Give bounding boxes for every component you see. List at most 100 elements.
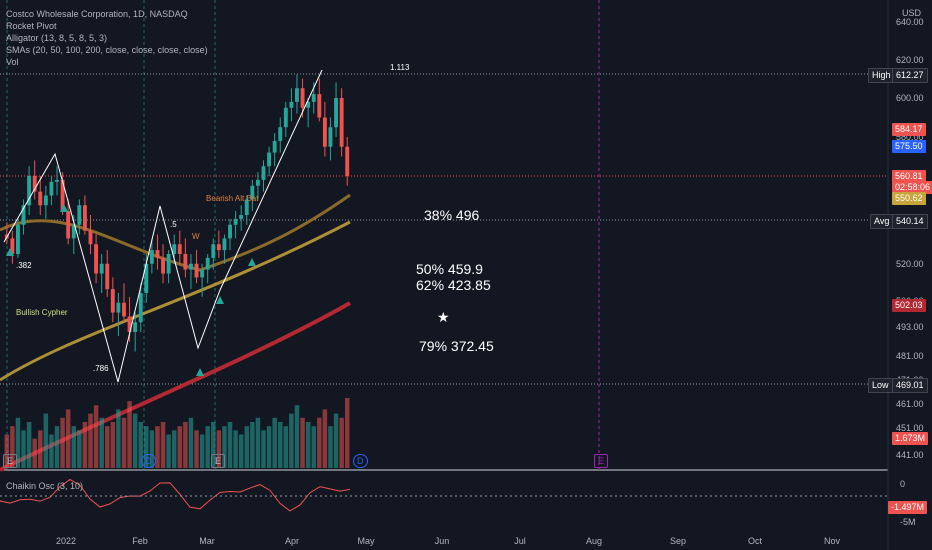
candle-body [60,179,65,212]
fib-50-label: 50% 459.9 [416,261,483,277]
volume-bar [272,417,277,468]
legend-alligator[interactable]: Alligator (13, 8, 5, 8, 5, 3) [6,33,108,43]
volume-bar [344,398,350,468]
volume-bar [183,421,188,468]
y-tick-label: 580.00 [896,132,924,142]
candle-body [255,179,260,186]
volume-bar [311,426,316,468]
volume-bar [250,421,255,468]
buy-signal-triangle [196,368,204,376]
sma-red-tag: 584.17 [892,123,926,136]
earnings-marker-3[interactable]: E [594,454,609,468]
volume-bar [121,417,127,468]
oscillator-legend: Chaikin Osc (3, 10) [6,480,83,492]
legend-chaikin[interactable]: Chaikin Osc (3, 10) [6,481,84,491]
osc-tick-label: 0 [900,479,905,489]
candle-body [267,152,272,167]
candle-body [295,88,299,102]
point-5-label: .5 [170,220,177,229]
y-tick-label: 441.00 [896,450,924,460]
volume-bar [127,401,132,468]
last-price-tag: 560.81 [892,170,926,183]
candle-body [239,215,244,219]
sma-brown-line [0,193,351,272]
volume-bar [294,405,300,468]
x-tick-label: 2022 [56,536,76,546]
y-tick-label: 481.00 [896,351,924,361]
x-tick-label: Mar [199,536,215,546]
candle-body [49,181,54,196]
legend-symbol[interactable]: Costco Wholesale Corporation, 1D, NASDAQ [6,9,188,19]
fib-62-label: 62% 423.85 [416,277,491,293]
x-tick-label: Sep [670,536,686,546]
candle-body [133,322,138,332]
volume-bar [71,426,76,468]
candle-body [110,289,115,313]
volume-bar [105,426,110,468]
candle-body [261,166,266,180]
sma-blue-tag: 575.50 [892,140,926,153]
candle-body [82,205,87,231]
high-label-tag: High [868,68,895,83]
x-tick-label: Nov [824,536,841,546]
x-tick-label: Oct [748,536,763,546]
earnings-marker-1[interactable]: E [3,454,18,468]
volume-bar [32,438,37,468]
legend-smas[interactable]: SMAs (20, 50, 100, 200, close, close, cl… [6,45,208,55]
volume-bar [238,434,244,468]
buy-signal-triangle [6,248,14,256]
sma-dark-red-tag: 502.03 [892,299,926,312]
candle-body [222,238,227,251]
high-value-tag: 612.27 [892,68,928,83]
candle-body [94,244,99,274]
volume-bar [278,421,283,468]
candle-body [205,257,210,270]
volume-bar [227,421,233,468]
candle-body [233,218,238,225]
volume-bar [188,417,194,468]
point-382-label: .382 [16,261,32,270]
volume-bar [333,413,339,468]
candle-body [77,205,82,225]
legend-rocket-pivot[interactable]: Rocket Pivot [6,21,57,31]
candle-body [216,244,221,251]
candle-body [200,269,205,278]
earnings-marker-2[interactable]: E [211,454,226,468]
sma100-line [0,220,351,382]
volume-bar [138,421,143,468]
candle-body [283,107,288,128]
candle-body [21,205,26,225]
x-tick-label: Aug [586,536,602,546]
candle-body [345,146,350,176]
volume-bar [216,430,222,468]
candle-body [144,263,149,293]
candle-body [289,101,294,108]
volume-bar [328,426,333,468]
volume-bar [255,417,261,468]
volume-bar [60,417,65,468]
candle-body [328,127,333,147]
volume-bar [15,417,21,468]
legend-volume[interactable]: Vol [6,57,19,67]
volume-bar [88,413,93,468]
dividend-marker-1[interactable]: D [141,454,156,468]
fib-38-label: 38% 496 [424,207,480,223]
volume-bar [266,426,272,468]
volume-bar [289,413,294,468]
volume-bar [300,417,305,468]
candle-body [322,117,327,147]
dividend-marker-2[interactable]: D [353,454,368,468]
avg-value-tag: 540.14 [892,214,928,229]
candle-body [15,224,20,254]
candle-body [177,244,182,254]
osc-tick-label: -5M [900,517,916,527]
volume-bar [177,426,183,468]
y-tick-label: 493.00 [896,322,924,332]
volume-bar [116,409,121,468]
buy-signal-triangle [248,258,256,266]
chart-legend: Costco Wholesale Corporation, 1D, NASDAQ… [6,8,208,68]
x-tick-label: May [357,536,375,546]
candle-body [27,176,32,206]
